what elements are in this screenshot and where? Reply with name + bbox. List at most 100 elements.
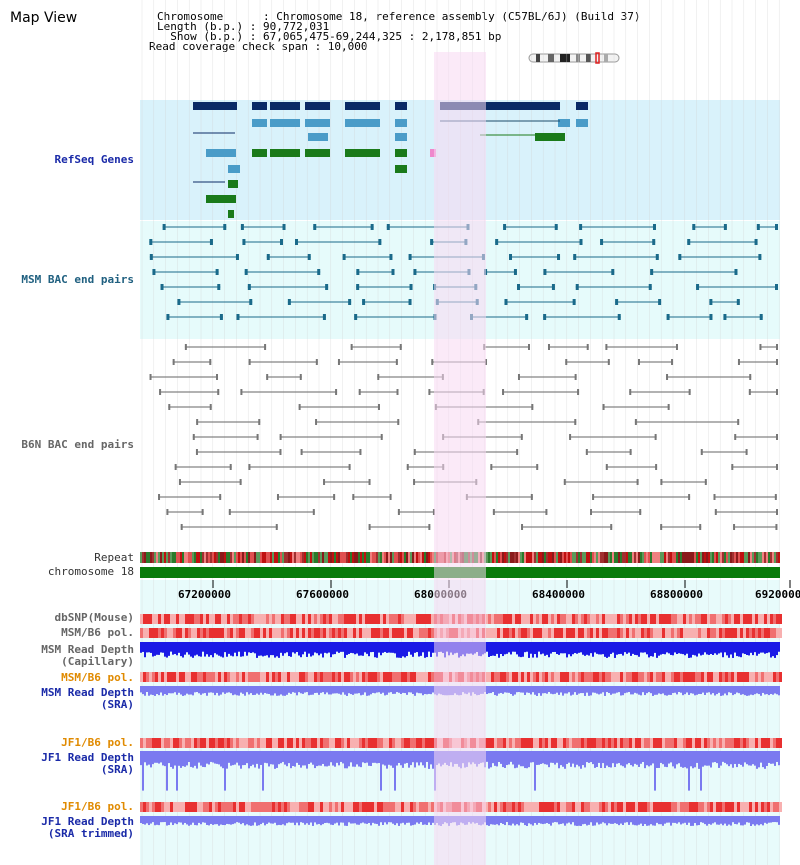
read-depth-bar	[498, 816, 500, 826]
read-depth-bar	[360, 686, 362, 696]
polymorphism-cell	[611, 738, 614, 748]
polymorphism-cell	[701, 628, 704, 638]
repeat-block	[216, 552, 218, 563]
read-depth-bar	[350, 816, 352, 824]
repeat-block	[582, 552, 584, 563]
read-depth-bar	[596, 686, 598, 694]
polymorphism-cell	[674, 628, 677, 638]
read-depth-bar	[748, 686, 750, 696]
polymorphism-cell	[731, 672, 734, 682]
repeat-block	[570, 552, 572, 563]
read-depth-bar	[620, 686, 622, 696]
read-depth-bar	[632, 642, 634, 654]
repeat-block	[220, 552, 222, 563]
read-depth-bar	[588, 816, 590, 825]
read-depth-bar	[746, 751, 748, 765]
read-depth-bar	[222, 816, 224, 825]
polymorphism-cell	[269, 672, 272, 682]
polymorphism-cell	[314, 738, 317, 748]
read-depth-bar	[388, 686, 390, 693]
polymorphism-cell	[293, 628, 296, 638]
read-depth-bar	[348, 816, 350, 823]
read-depth-bar	[308, 816, 310, 825]
read-depth-bar	[490, 816, 492, 825]
polymorphism-cell	[515, 802, 518, 812]
bac-end-right	[215, 269, 219, 275]
read-depth-bar	[352, 686, 354, 695]
polymorphism-cell	[389, 672, 392, 682]
polymorphism-cell	[185, 628, 188, 638]
polymorphism-cell	[584, 672, 587, 682]
read-depth-bar	[216, 816, 218, 825]
read-depth-bar	[634, 642, 636, 655]
read-depth-bar	[432, 816, 434, 823]
read-depth-bar	[184, 686, 186, 696]
polymorphism-cell	[596, 672, 599, 682]
read-depth-bar	[408, 686, 410, 693]
read-depth-bar	[284, 686, 286, 696]
read-depth-bar	[752, 816, 754, 825]
polymorphism-cell	[413, 672, 416, 682]
repeat-block	[726, 552, 728, 563]
read-depth-bar	[260, 816, 262, 825]
read-depth-bar	[666, 642, 668, 653]
read-depth-bar	[418, 642, 420, 657]
gene-exon	[305, 119, 330, 127]
read-depth-bar	[692, 686, 694, 694]
polymorphism-cell	[557, 672, 560, 682]
b6n-end-left	[180, 524, 183, 530]
polymorphism-cell	[701, 738, 704, 748]
read-depth-bar	[142, 751, 144, 791]
read-depth-bar	[248, 751, 250, 769]
read-depth-bar	[566, 816, 568, 824]
repeat-block	[406, 552, 408, 563]
read-depth-bar	[598, 816, 600, 825]
read-depth-bar	[522, 751, 524, 767]
polymorphism-cell	[662, 628, 665, 638]
polymorphism-cell	[569, 738, 572, 748]
polymorphism-cell	[173, 614, 176, 624]
read-depth-bar	[166, 816, 168, 826]
repeat-block	[164, 552, 166, 563]
b6n-end-left	[196, 419, 199, 425]
polymorphism-cell	[734, 738, 737, 748]
polymorphism-cell	[665, 672, 668, 682]
read-depth-bar	[494, 686, 496, 696]
chromosome-ideogram[interactable]	[528, 52, 623, 64]
read-depth-bar	[710, 816, 712, 825]
polymorphism-cell	[263, 802, 266, 812]
read-depth-bar	[646, 642, 648, 655]
read-depth-bar	[574, 751, 576, 768]
read-depth-bar	[586, 642, 588, 655]
polymorphism-cell	[485, 628, 488, 638]
polymorphism-cell	[641, 738, 644, 748]
read-depth-bar	[600, 751, 602, 768]
read-depth-bar	[312, 642, 314, 656]
read-depth-bar	[182, 816, 184, 825]
polymorphism-cell	[251, 738, 254, 748]
polymorphism-cell	[206, 614, 209, 624]
repeat-block	[664, 552, 666, 563]
polymorphism-cell	[365, 672, 368, 682]
read-depth-bar	[778, 642, 780, 652]
read-depth-bar	[288, 751, 290, 764]
polymorphism-cell	[749, 614, 752, 624]
read-depth-bar	[566, 751, 568, 765]
polymorphism-cell	[308, 628, 311, 638]
repeat-block	[418, 552, 420, 563]
bac-end-right	[611, 269, 615, 275]
polymorphism-cell	[716, 672, 719, 682]
read-depth-bar	[412, 816, 414, 826]
bac-end-right	[655, 254, 659, 260]
read-depth-bar	[344, 816, 346, 826]
read-depth-bar	[612, 816, 614, 824]
polymorphism-cell	[530, 802, 533, 812]
repeat-block	[392, 552, 394, 563]
read-depth-bar	[646, 816, 648, 826]
repeat-block	[388, 552, 390, 563]
polymorphism-cell	[308, 738, 311, 748]
read-depth-bar	[534, 751, 536, 791]
read-depth-bar	[570, 751, 572, 767]
read-depth-bar	[776, 686, 778, 695]
